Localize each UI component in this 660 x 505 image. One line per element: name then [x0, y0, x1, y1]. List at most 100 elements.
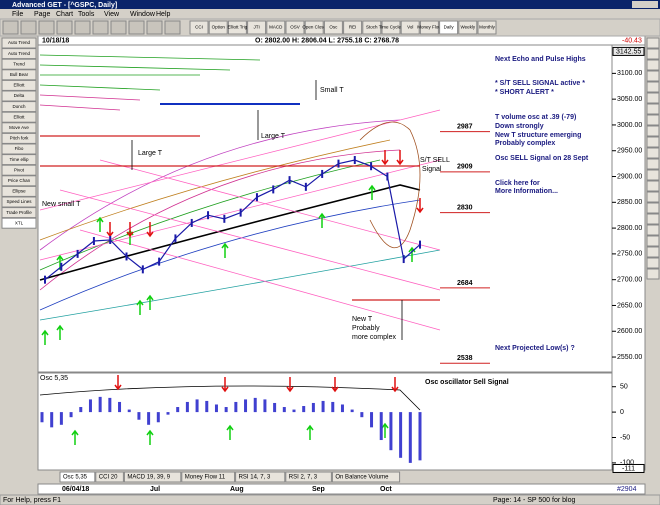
palette-button[interactable]: [1, 122, 37, 134]
palette-right-button[interactable]: [646, 125, 660, 137]
palette-button[interactable]: [1, 143, 37, 155]
tab-label[interactable]: MACD 19, 39, 9: [127, 475, 170, 481]
tab-label[interactable]: Money Flow 11: [185, 475, 226, 481]
palette-right-button[interactable]: [646, 48, 660, 60]
tool-icon[interactable]: [74, 20, 91, 35]
palette-button[interactable]: [1, 196, 37, 208]
tab[interactable]: [95, 471, 124, 483]
palette-label[interactable]: Donch: [12, 104, 26, 109]
toolbar-button[interactable]: [458, 20, 478, 35]
palette-button[interactable]: [1, 185, 37, 197]
toolbar-label[interactable]: Money Flow: [417, 25, 442, 30]
palette-button[interactable]: [1, 217, 37, 229]
palette-right-button[interactable]: [646, 169, 660, 181]
palette-right-button[interactable]: [646, 213, 660, 225]
toolbar-button[interactable]: [285, 20, 305, 35]
palette-right-button[interactable]: [646, 92, 660, 104]
toolbar-button[interactable]: [227, 20, 247, 35]
palette-button[interactable]: [1, 132, 37, 144]
palette-label[interactable]: Price Chan: [8, 178, 31, 183]
toolbar-label[interactable]: Option: [212, 25, 226, 30]
palette-right-button[interactable]: [646, 235, 660, 247]
palette-button[interactable]: [1, 101, 37, 113]
palette-right-button[interactable]: [646, 103, 660, 115]
palette-right-button[interactable]: [646, 202, 660, 214]
tool-icon[interactable]: [128, 20, 145, 35]
palette-right-button[interactable]: [646, 81, 660, 93]
toolbar-button[interactable]: [381, 20, 401, 35]
toolbar-label[interactable]: MACD: [269, 25, 283, 30]
tool-icon[interactable]: [146, 20, 163, 35]
palette-right-button[interactable]: [646, 70, 660, 82]
palette-label[interactable]: Speed Lines: [6, 199, 32, 204]
tab[interactable]: [59, 471, 96, 483]
toolbar-label[interactable]: Daily: [444, 25, 455, 30]
toolbar-button[interactable]: [247, 20, 267, 35]
menu-item[interactable]: Window: [130, 11, 156, 18]
palette-right-button[interactable]: [646, 147, 660, 159]
menu-item[interactable]: Chart: [56, 11, 73, 18]
palette-button[interactable]: [1, 154, 37, 166]
toolbar-label[interactable]: Weekly: [460, 25, 475, 30]
palette-button[interactable]: [1, 37, 37, 49]
toolbar-button[interactable]: [400, 20, 420, 35]
palette-button[interactable]: [1, 90, 37, 102]
palette-label[interactable]: Pivot: [14, 167, 25, 172]
tool-icon[interactable]: [38, 20, 55, 35]
tab-label[interactable]: On Balance Volume: [335, 475, 389, 481]
toolbar-label[interactable]: Monthly: [479, 25, 496, 30]
menu-item[interactable]: Page: [34, 11, 50, 18]
palette-right-button[interactable]: [646, 59, 660, 71]
tab[interactable]: [331, 471, 401, 483]
palette-label[interactable]: Bull Bear: [10, 72, 29, 77]
toolbar-label[interactable]: JTI: [253, 25, 259, 30]
toolbar-label[interactable]: OSV: [290, 25, 300, 30]
toolbar-button[interactable]: [439, 20, 459, 35]
palette-label[interactable]: Trend: [13, 61, 25, 66]
palette-label[interactable]: Elliott: [13, 83, 25, 88]
palette-button[interactable]: [1, 69, 37, 81]
toolbar-label[interactable]: Vol: [407, 25, 413, 30]
palette-label[interactable]: Delta: [14, 93, 25, 98]
palette-label[interactable]: Trade Profile: [6, 210, 32, 215]
palette-label[interactable]: Move Ave: [9, 125, 29, 130]
palette-button[interactable]: [1, 48, 37, 60]
palette-label[interactable]: Ellipse: [12, 189, 26, 194]
toolbar-button[interactable]: [208, 20, 228, 35]
toolbar-label[interactable]: Osc: [329, 25, 338, 30]
palette-button[interactable]: [1, 164, 37, 176]
toolbar-button[interactable]: [189, 20, 209, 35]
palette-label[interactable]: Fibo: [15, 146, 24, 151]
toolbar-button[interactable]: [419, 20, 439, 35]
toolbar-label[interactable]: Time Cycles: [379, 25, 404, 30]
palette-right-button[interactable]: [646, 268, 660, 280]
tool-icon[interactable]: [20, 20, 37, 35]
palette-button[interactable]: [1, 111, 37, 123]
toolbar-button[interactable]: [362, 20, 382, 35]
tab[interactable]: [123, 471, 182, 483]
tab[interactable]: [235, 471, 286, 483]
palette-right-button[interactable]: [646, 257, 660, 269]
toolbar-button[interactable]: [477, 20, 497, 35]
palette-right-button[interactable]: [646, 136, 660, 148]
palette-label[interactable]: Elliott: [13, 114, 25, 119]
toolbar-button[interactable]: [304, 20, 324, 35]
tool-icon[interactable]: [110, 20, 127, 35]
menu-item[interactable]: View: [104, 11, 120, 18]
tab-label[interactable]: RSI 14, 7, 3: [239, 475, 271, 481]
tab[interactable]: [285, 471, 332, 483]
palette-label[interactable]: Auto Trend: [8, 51, 31, 56]
palette-button[interactable]: [1, 79, 37, 91]
annotation[interactable]: Click here for: [495, 180, 540, 187]
tool-icon[interactable]: [92, 20, 109, 35]
annotation[interactable]: More Information...: [495, 188, 558, 195]
toolbar-button[interactable]: [343, 20, 363, 35]
palette-label[interactable]: Pitch fork: [10, 136, 30, 141]
menu-item[interactable]: File: [12, 11, 23, 18]
toolbar-label[interactable]: CCI: [195, 25, 203, 30]
tab-label[interactable]: Osc 5,35: [63, 475, 88, 481]
palette-button[interactable]: [1, 175, 37, 187]
palette-right-button[interactable]: [646, 224, 660, 236]
toolbar-label[interactable]: Elliott Trig: [228, 25, 248, 30]
tab[interactable]: [181, 471, 236, 483]
